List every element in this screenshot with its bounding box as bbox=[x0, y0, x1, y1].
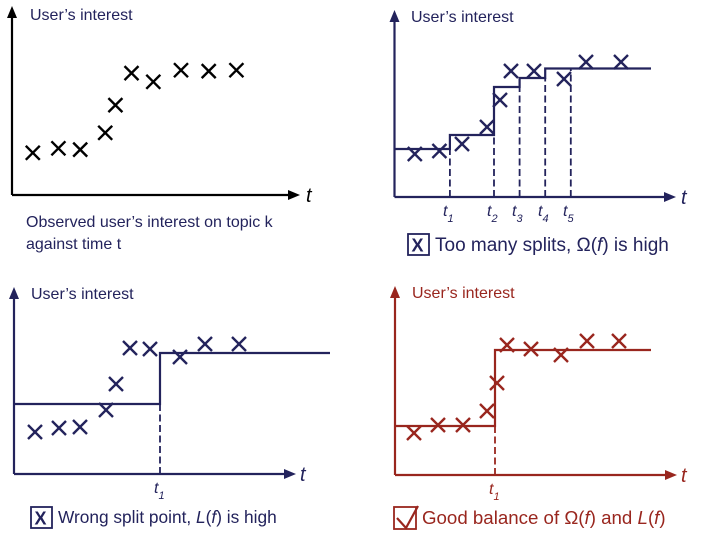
svg-text:t5: t5 bbox=[563, 203, 574, 225]
svg-text:against time t: against time t bbox=[26, 236, 122, 253]
svg-text:Wrong split point, L(f) is hig: Wrong split point, L(f) is high bbox=[58, 507, 277, 527]
svg-text:t3: t3 bbox=[512, 203, 523, 225]
svg-text:User’s interest: User’s interest bbox=[412, 285, 515, 302]
svg-text:t4: t4 bbox=[538, 203, 549, 225]
svg-text:Observed user’s interest on to: Observed user’s interest on topic k bbox=[26, 214, 274, 231]
svg-text:User’s interest: User’s interest bbox=[30, 7, 133, 24]
svg-text:Too many splits, Ω(f) is high: Too many splits, Ω(f) is high bbox=[435, 235, 669, 256]
svg-text:X: X bbox=[35, 509, 47, 529]
svg-text:t: t bbox=[681, 187, 688, 209]
svg-text:t1: t1 bbox=[154, 480, 165, 502]
svg-text:User’s interest: User’s interest bbox=[411, 9, 514, 26]
svg-text:t: t bbox=[306, 185, 313, 207]
svg-text:t: t bbox=[681, 465, 688, 487]
svg-text:t: t bbox=[300, 464, 307, 486]
svg-text:User’s interest: User’s interest bbox=[31, 286, 134, 303]
svg-text:X: X bbox=[412, 236, 424, 256]
svg-text:t1: t1 bbox=[489, 481, 500, 503]
svg-text:t1: t1 bbox=[443, 203, 454, 225]
svg-text:t2: t2 bbox=[487, 203, 498, 225]
svg-text:Good balance of Ω(f) and L(f): Good balance of Ω(f) and L(f) bbox=[422, 507, 666, 528]
